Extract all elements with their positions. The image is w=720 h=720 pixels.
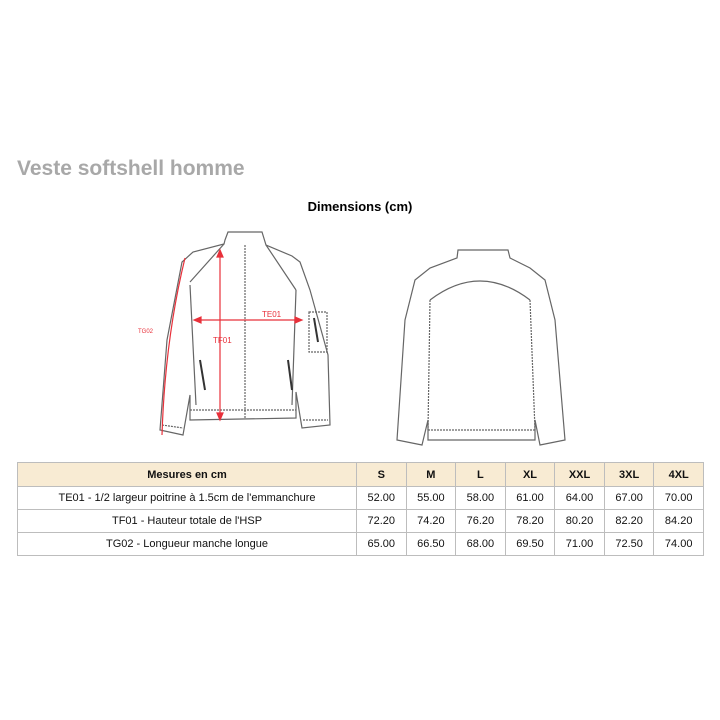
size-value-cell: 72.20 <box>356 509 407 533</box>
size-value-cell: 71.00 <box>554 532 605 556</box>
measurement-lines <box>161 248 304 436</box>
size-value-cell: 66.50 <box>405 532 457 556</box>
size-value-cell: 67.00 <box>603 486 655 510</box>
size-value-cell: 65.00 <box>356 532 407 556</box>
size-value-cell: 80.20 <box>554 509 605 533</box>
measure-label-cell: TF01 - Hauteur totale de l'HSP <box>17 509 357 533</box>
table-header-row: Mesures en cm S M L XL XXL 3XL 4XL <box>17 462 704 487</box>
column-header: 4XL <box>653 462 704 487</box>
size-value-cell: 72.50 <box>603 532 655 556</box>
table-row: TG02 - Longueur manche longue 65.00 66.50 6… <box>17 532 704 556</box>
tf01-label: TF01 <box>213 336 232 345</box>
size-value-cell: 74.20 <box>405 509 457 533</box>
size-value-cell: 69.50 <box>504 532 556 556</box>
size-value-cell: 82.20 <box>603 509 655 533</box>
measure-label-cell: TE01 - 1/2 largeur poitrine à 1.5cm de l… <box>17 486 357 510</box>
front-jacket-illustration <box>159 231 331 436</box>
te01-label: TE01 <box>262 310 282 319</box>
column-header: XL <box>504 462 556 487</box>
size-value-cell: 58.00 <box>455 486 506 510</box>
jacket-diagrams: TE01 TF01 TG02 <box>138 231 566 446</box>
size-value-cell: 61.00 <box>504 486 556 510</box>
column-header: L <box>455 462 506 487</box>
size-value-cell: 64.00 <box>554 486 605 510</box>
column-header: Mesures en cm <box>17 462 357 487</box>
size-value-cell: 84.20 <box>653 509 704 533</box>
back-jacket-illustration <box>396 249 566 446</box>
table-row: TE01 - 1/2 largeur poitrine à 1.5cm de l… <box>17 486 704 510</box>
tg02-label: TG02 <box>138 329 154 335</box>
size-table: Mesures en cm S M L XL XXL 3XL 4XL TE01 … <box>17 462 704 556</box>
column-header: M <box>405 462 457 487</box>
size-value-cell: 74.00 <box>653 532 704 556</box>
size-value-cell: 52.00 <box>356 486 407 510</box>
size-value-cell: 55.00 <box>405 486 457 510</box>
column-header: 3XL <box>603 462 655 487</box>
measure-label-cell: TG02 - Longueur manche longue <box>17 532 357 556</box>
page-title: Veste softshell homme <box>17 157 245 180</box>
column-header: S <box>356 462 407 487</box>
size-value-cell: 76.20 <box>455 509 506 533</box>
size-value-cell: 68.00 <box>455 532 506 556</box>
size-value-cell: 78.20 <box>504 509 556 533</box>
size-value-cell: 70.00 <box>653 486 704 510</box>
dimensions-heading: Dimensions (cm) <box>307 199 413 214</box>
table-row: TF01 - Hauteur totale de l'HSP 72.20 74.20… <box>17 509 704 533</box>
column-header: XXL <box>554 462 605 487</box>
